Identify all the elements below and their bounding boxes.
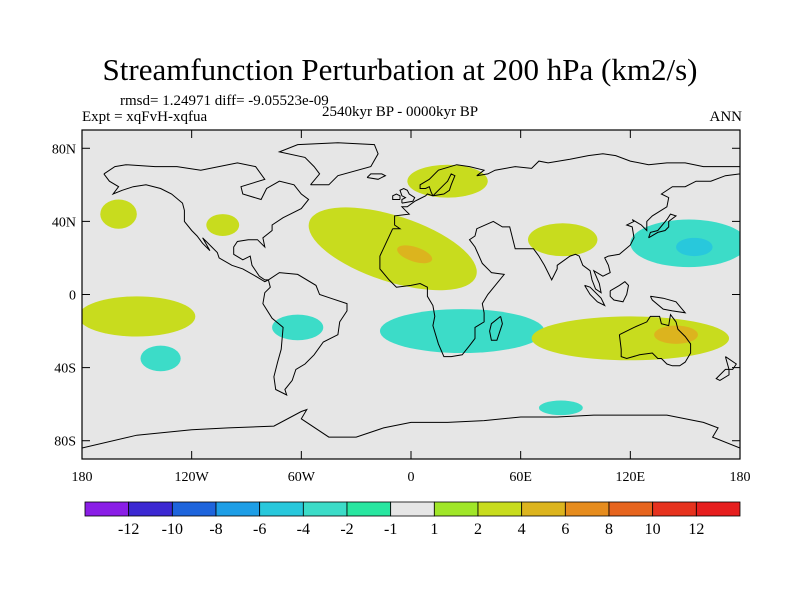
colorbar-label: -12	[118, 521, 139, 538]
colorbar-label: -1	[384, 521, 397, 538]
anomaly-core-australia-high	[654, 325, 698, 344]
colorbar-swatch	[433, 501, 479, 517]
coastline-new-zealand	[715, 356, 737, 381]
colorbar-swatch	[171, 501, 217, 517]
experiment-label: Expt = xqFvH-xqfua	[82, 109, 208, 125]
anomaly-north-atlantic-africa-high	[308, 207, 477, 291]
x-tick-label: 180	[730, 470, 751, 485]
x-tick-label: 60E	[509, 470, 532, 485]
colorbar-swatch	[608, 501, 654, 517]
colorbar-swatch	[215, 501, 261, 517]
coastline-north-america	[103, 162, 310, 283]
colorbar-swatch	[652, 501, 697, 517]
colorbar-label: 8	[605, 521, 613, 538]
colorbar-label: 4	[518, 521, 526, 538]
coastline-borneo	[609, 281, 630, 303]
anomaly-south-atlantic-indian-low	[379, 309, 545, 353]
colorbar-swatch	[695, 501, 741, 517]
season-label: ANN	[709, 109, 743, 125]
x-tick-label: 0	[408, 470, 415, 485]
colorbar-swatch	[128, 501, 173, 517]
coastline-iceland	[366, 173, 387, 180]
colorbar-label: 1	[430, 521, 438, 538]
anomaly-south-america-low	[272, 314, 324, 341]
anomaly-east-pacific-equatorial-high	[82, 296, 196, 337]
colorbar: -12 -10 -8 -6 -4 -2 -1 1 2 4 6 8 10 12	[84, 501, 741, 538]
coastline-eurasia-africa	[379, 153, 740, 358]
colorbar-label: 6	[561, 521, 569, 538]
coastline-madagascar	[489, 316, 503, 341]
y-tick-label: 80N	[52, 142, 76, 157]
colorbar-swatch	[346, 501, 392, 517]
x-tick-label: 120E	[616, 470, 646, 485]
colorbar-label: 10	[645, 521, 661, 538]
coastline-new-guinea	[649, 295, 687, 314]
anomaly-australia-high	[531, 316, 730, 361]
colorbar-label: 2	[474, 521, 482, 538]
x-tick-label: 180	[72, 470, 93, 485]
colorbar-swatch	[477, 501, 523, 517]
field-layer	[82, 164, 740, 416]
colorbar-swatch	[302, 501, 348, 517]
colorbar-label: 12	[688, 521, 704, 538]
axis-ticks: 180 120W 60W 0 60E 120E 180 80N 40N 0 40S 80S	[52, 130, 751, 485]
colorbar-swatch	[390, 501, 435, 517]
colorbar-swatch	[564, 501, 610, 517]
anomaly-north-america-east-high	[206, 214, 240, 237]
y-tick-label: 0	[69, 289, 76, 304]
colorbar-label: -6	[253, 521, 266, 538]
coastline-ireland	[392, 193, 401, 200]
coastline-greenland	[277, 142, 379, 186]
coastline-japan	[648, 213, 678, 239]
coastline-antarctica	[82, 408, 740, 449]
colorbar-label: -8	[209, 521, 222, 538]
coastline-britain	[399, 187, 416, 204]
anomaly-core-north-atlantic-africa-high	[397, 245, 433, 264]
anomaly-india-high	[527, 223, 598, 257]
stats-line: rmsd= 1.24971 diff= -9.05523e-09	[120, 93, 329, 109]
y-tick-label: 40S	[54, 362, 76, 377]
y-tick-label: 40N	[52, 215, 76, 230]
x-tick-label: 120W	[175, 470, 210, 485]
colorbar-label: -4	[297, 521, 310, 538]
anomaly-north-pacific-west-high	[100, 199, 137, 229]
anomaly-pacific-subantarctic-low	[140, 345, 181, 372]
colorbar-swatch	[259, 501, 304, 517]
y-tick-label: 80S	[54, 435, 76, 450]
colorbar-label: -10	[162, 521, 183, 538]
coastline-south-america	[262, 272, 348, 396]
coastline-australia	[618, 313, 692, 367]
colorbar-swatch	[521, 501, 566, 517]
period-label: 2540kyr BP - 0000kyr BP	[322, 104, 479, 120]
colorbar-label: -2	[340, 521, 353, 538]
chart-title: Streamfunction Perturbation at 200 hPa (…	[102, 52, 698, 87]
coastlines	[82, 142, 740, 449]
x-tick-label: 60W	[288, 470, 316, 485]
anomaly-antarctic-low	[538, 400, 583, 416]
colorbar-swatch	[84, 501, 130, 517]
coastline-sumatra	[584, 284, 606, 307]
anomaly-core-kuroshio-low	[676, 237, 713, 257]
